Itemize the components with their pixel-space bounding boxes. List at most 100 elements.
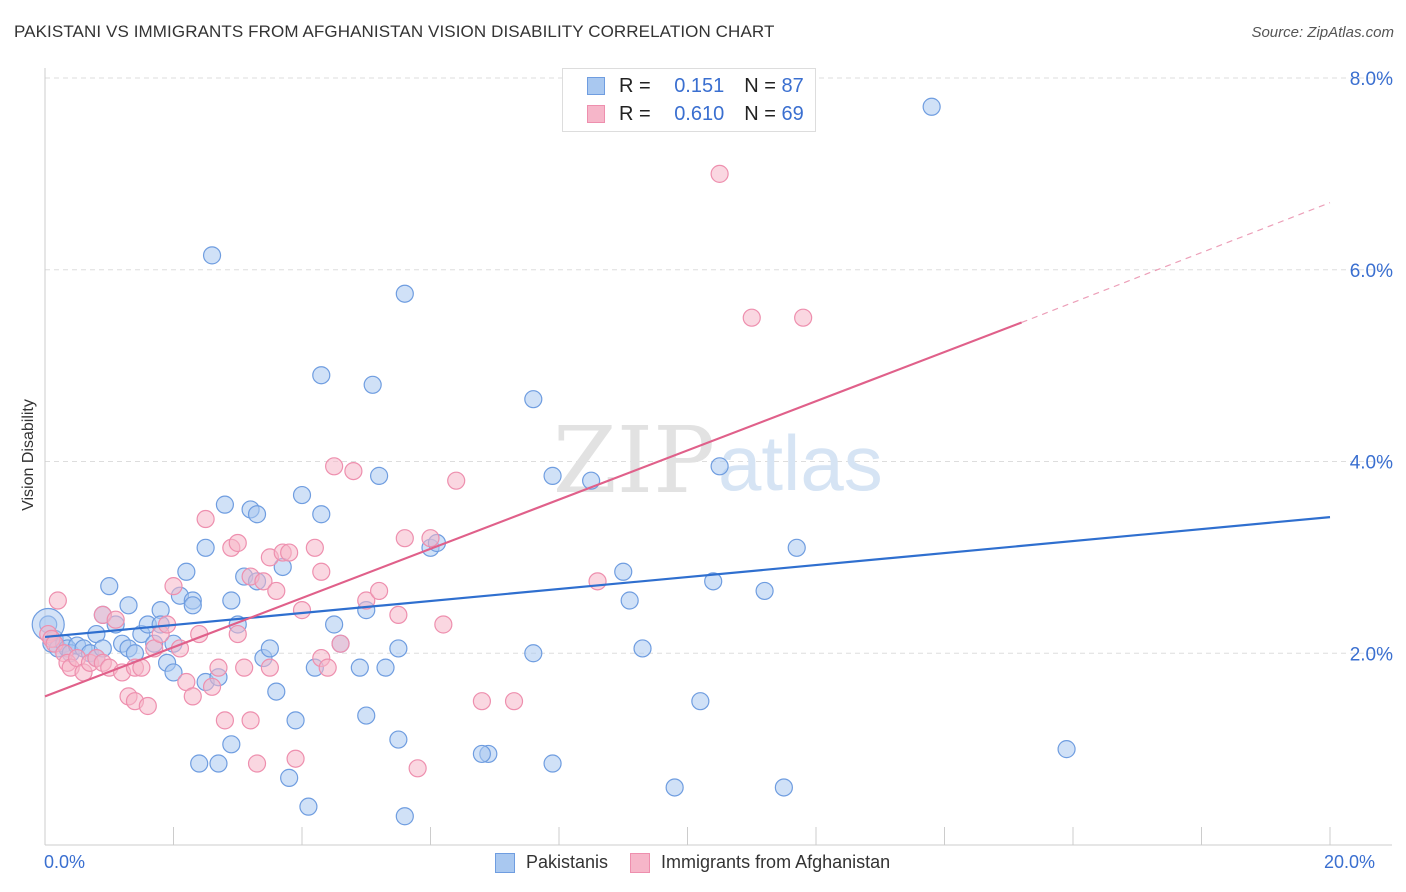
pakistani-point	[292, 485, 312, 505]
pakistani-point	[222, 735, 241, 754]
pakistani-point	[177, 562, 196, 581]
pakistani-point	[280, 768, 299, 787]
pakistani-point	[260, 639, 279, 658]
afghan-point	[710, 164, 729, 183]
pakistani-point	[299, 797, 318, 816]
afghan-point	[241, 711, 260, 730]
afghan-point	[286, 749, 305, 768]
pakistani-point	[312, 505, 331, 524]
pakistani-point	[395, 284, 414, 303]
pakistani-point	[472, 744, 491, 764]
legend-n-label: N =	[744, 74, 776, 97]
pakistani-point	[164, 663, 183, 682]
pakistani-point	[389, 639, 408, 658]
afghan-point	[260, 658, 279, 677]
afghan-point	[138, 696, 157, 716]
pakistani-point	[1057, 740, 1076, 759]
legend-r-label: R =	[619, 74, 651, 97]
pakistani-point	[389, 730, 408, 749]
y-tick-label: 2.0%	[1350, 644, 1393, 665]
afghan-point	[305, 538, 324, 557]
y-tick-label: 6.0%	[1350, 261, 1393, 282]
pakistanis-trend-line	[44, 516, 1331, 639]
afghan-point	[215, 711, 234, 730]
legend-swatch-pakistanis	[495, 852, 515, 873]
watermark-zip: ZIP	[553, 407, 715, 514]
pakistani-point	[922, 97, 941, 116]
afghan-point	[202, 677, 222, 696]
afghan-trend-line	[44, 321, 1022, 698]
legend-n-value: 87	[781, 74, 804, 97]
legend-n-label: N =	[744, 102, 776, 125]
pakistani-point	[755, 581, 774, 601]
legend-row-afghan: R = 0.610 N = 69	[587, 101, 804, 127]
pakistani-point	[100, 577, 119, 596]
afghan-point	[228, 624, 247, 644]
afghan-point	[209, 658, 228, 677]
pakistani-point	[247, 505, 267, 524]
legend-swatch-blue	[587, 77, 605, 95]
afghan-point	[292, 601, 312, 620]
pakistani-point	[119, 596, 138, 615]
x-tick-label-max: 20.0%	[1324, 852, 1376, 872]
legend-label-pakistanis: Pakistanis	[526, 852, 609, 872]
afghan-point	[196, 509, 215, 529]
pakistani-point	[376, 658, 395, 677]
trend-lines	[44, 202, 1331, 698]
stats-legend: R = 0.151 N = 87 R = 0.610 N = 69	[562, 68, 816, 132]
pakistani-point	[209, 754, 228, 773]
afghan-point	[408, 759, 427, 778]
afghan-point	[312, 562, 331, 581]
y-tick-label: 8.0%	[1350, 69, 1393, 90]
pakistani-point	[787, 538, 806, 557]
y-tick-label: 4.0%	[1350, 453, 1393, 474]
pakistani-point	[614, 562, 633, 581]
pakistani-point	[350, 658, 369, 677]
afghan-point	[325, 457, 344, 476]
afghan-point	[344, 461, 363, 481]
axes	[44, 68, 1392, 846]
pakistani-point	[190, 754, 209, 773]
pakistani-point	[704, 572, 723, 591]
y-tick-labels: 2.0% 4.0% 6.0% 8.0%	[1350, 69, 1393, 665]
series-legend: Pakistanis Immigrants from Afghanistan	[495, 852, 912, 873]
pakistani-point	[633, 639, 652, 658]
afghan-point	[472, 692, 491, 711]
afghan-point	[370, 581, 389, 601]
afghan-point	[235, 658, 254, 677]
pakistani-point	[202, 246, 222, 265]
pakistani-point	[620, 591, 639, 610]
legend-item-afghan: Immigrants from Afghanistan	[630, 852, 890, 873]
pakistani-point	[543, 754, 562, 773]
afghan-point	[280, 543, 299, 562]
pakistani-point	[286, 711, 305, 730]
pakistani-point	[325, 615, 344, 634]
pakistani-point	[524, 644, 543, 663]
legend-r-value: 0.151	[674, 74, 725, 97]
afghan-point	[794, 308, 813, 327]
legend-n-value: 69	[781, 102, 804, 125]
pakistani-point	[543, 466, 562, 485]
afghan-point	[183, 687, 202, 706]
legend-label-afghan: Immigrants from Afghanistan	[661, 852, 891, 872]
afghan-trend-extension	[1021, 202, 1331, 324]
pakistani-point	[196, 538, 215, 557]
legend-r-label: R =	[619, 102, 651, 125]
afghan-point	[504, 692, 524, 711]
afghan-point	[395, 529, 414, 548]
pakistani-point	[665, 778, 684, 797]
pakistani-point	[363, 375, 382, 394]
afghan-point	[318, 658, 337, 677]
pakistani-point	[395, 807, 414, 826]
pakistani-point	[222, 591, 241, 610]
afghan-point	[164, 577, 183, 596]
pakistani-point	[357, 706, 376, 725]
pakistani-point	[267, 682, 286, 701]
afghan-point	[331, 634, 350, 653]
x-tick-label-min: 0.0%	[44, 852, 86, 872]
afghan-point	[247, 754, 267, 773]
chart-title: PAKISTANI VS IMMIGRANTS FROM AFGHANISTAN…	[14, 22, 775, 41]
gridlines	[45, 77, 1392, 654]
watermark: ZIP atlas	[553, 407, 883, 514]
